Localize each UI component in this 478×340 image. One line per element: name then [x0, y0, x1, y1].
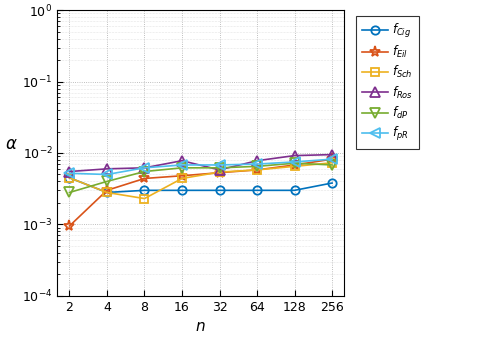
$f_{Cig}$ [329, 181, 335, 185]
$f_{dP}$ [329, 163, 335, 167]
$f_{pR}$ [104, 172, 110, 176]
$f_{Cig}$ [66, 176, 72, 180]
$f_{Ros}$ [104, 167, 110, 171]
Line: $f_{Sch}$: $f_{Sch}$ [65, 158, 336, 203]
$f_{dP}$ [66, 190, 72, 194]
$f_{Sch}$ [66, 176, 72, 180]
Line: $f_{pR}$: $f_{pR}$ [65, 154, 337, 180]
$f_{pR}$ [329, 157, 335, 161]
$f_{Sch}$ [104, 190, 110, 194]
Line: $f_{Eil}$: $f_{Eil}$ [64, 154, 337, 232]
$f_{pR}$ [66, 171, 72, 175]
$f_{dP}$ [292, 161, 297, 165]
$f_{pR}$ [179, 163, 185, 167]
$f_{Eil}$ [329, 157, 335, 161]
$f_{Cig}$ [292, 188, 297, 192]
$f_{Sch}$ [141, 197, 147, 201]
$f_{Ros}$ [141, 166, 147, 170]
$f_{Eil}$ [104, 188, 110, 192]
$f_{Cig}$ [179, 188, 185, 192]
$f_{Sch}$ [217, 170, 222, 174]
$f_{Eil}$ [217, 171, 222, 175]
$f_{Cig}$ [104, 190, 110, 194]
$f_{dP}$ [179, 166, 185, 170]
$f_{Cig}$ [254, 188, 260, 192]
$f_{Ros}$ [179, 159, 185, 163]
$f_{Sch}$ [254, 168, 260, 172]
$f_{Cig}$ [141, 188, 147, 192]
$f_{Eil}$ [141, 176, 147, 181]
$f_{pR}$ [292, 160, 297, 164]
$f_{pR}$ [254, 162, 260, 166]
$f_{Ros}$ [329, 153, 335, 157]
$f_{Eil}$ [66, 224, 72, 228]
$f_{pR}$ [217, 163, 222, 167]
Legend: $f_{Cig}$, $f_{Eil}$, $f_{Sch}$, $f_{Ros}$, $f_{dP}$, $f_{pR}$: $f_{Cig}$, $f_{Eil}$, $f_{Sch}$, $f_{Ros… [356, 16, 419, 149]
$f_{Ros}$ [217, 168, 222, 172]
Line: $f_{dP}$: $f_{dP}$ [65, 158, 337, 197]
$f_{dP}$ [254, 164, 260, 168]
Line: $f_{Ros}$: $f_{Ros}$ [65, 150, 337, 176]
X-axis label: $n$: $n$ [196, 319, 206, 334]
$f_{Eil}$ [292, 163, 297, 167]
$f_{Eil}$ [179, 174, 185, 178]
$f_{dP}$ [141, 170, 147, 174]
$f_{Sch}$ [329, 161, 335, 165]
Line: $f_{Cig}$: $f_{Cig}$ [65, 174, 336, 197]
$f_{Ros}$ [292, 154, 297, 158]
Y-axis label: $\alpha$: $\alpha$ [5, 135, 17, 153]
$f_{Sch}$ [179, 176, 185, 181]
$f_{dP}$ [104, 180, 110, 184]
$f_{pR}$ [141, 166, 147, 170]
$f_{Ros}$ [66, 170, 72, 174]
$f_{Eil}$ [254, 168, 260, 172]
$f_{Ros}$ [254, 159, 260, 163]
$f_{Sch}$ [292, 164, 297, 168]
$f_{Cig}$ [217, 188, 222, 192]
$f_{dP}$ [217, 166, 222, 170]
